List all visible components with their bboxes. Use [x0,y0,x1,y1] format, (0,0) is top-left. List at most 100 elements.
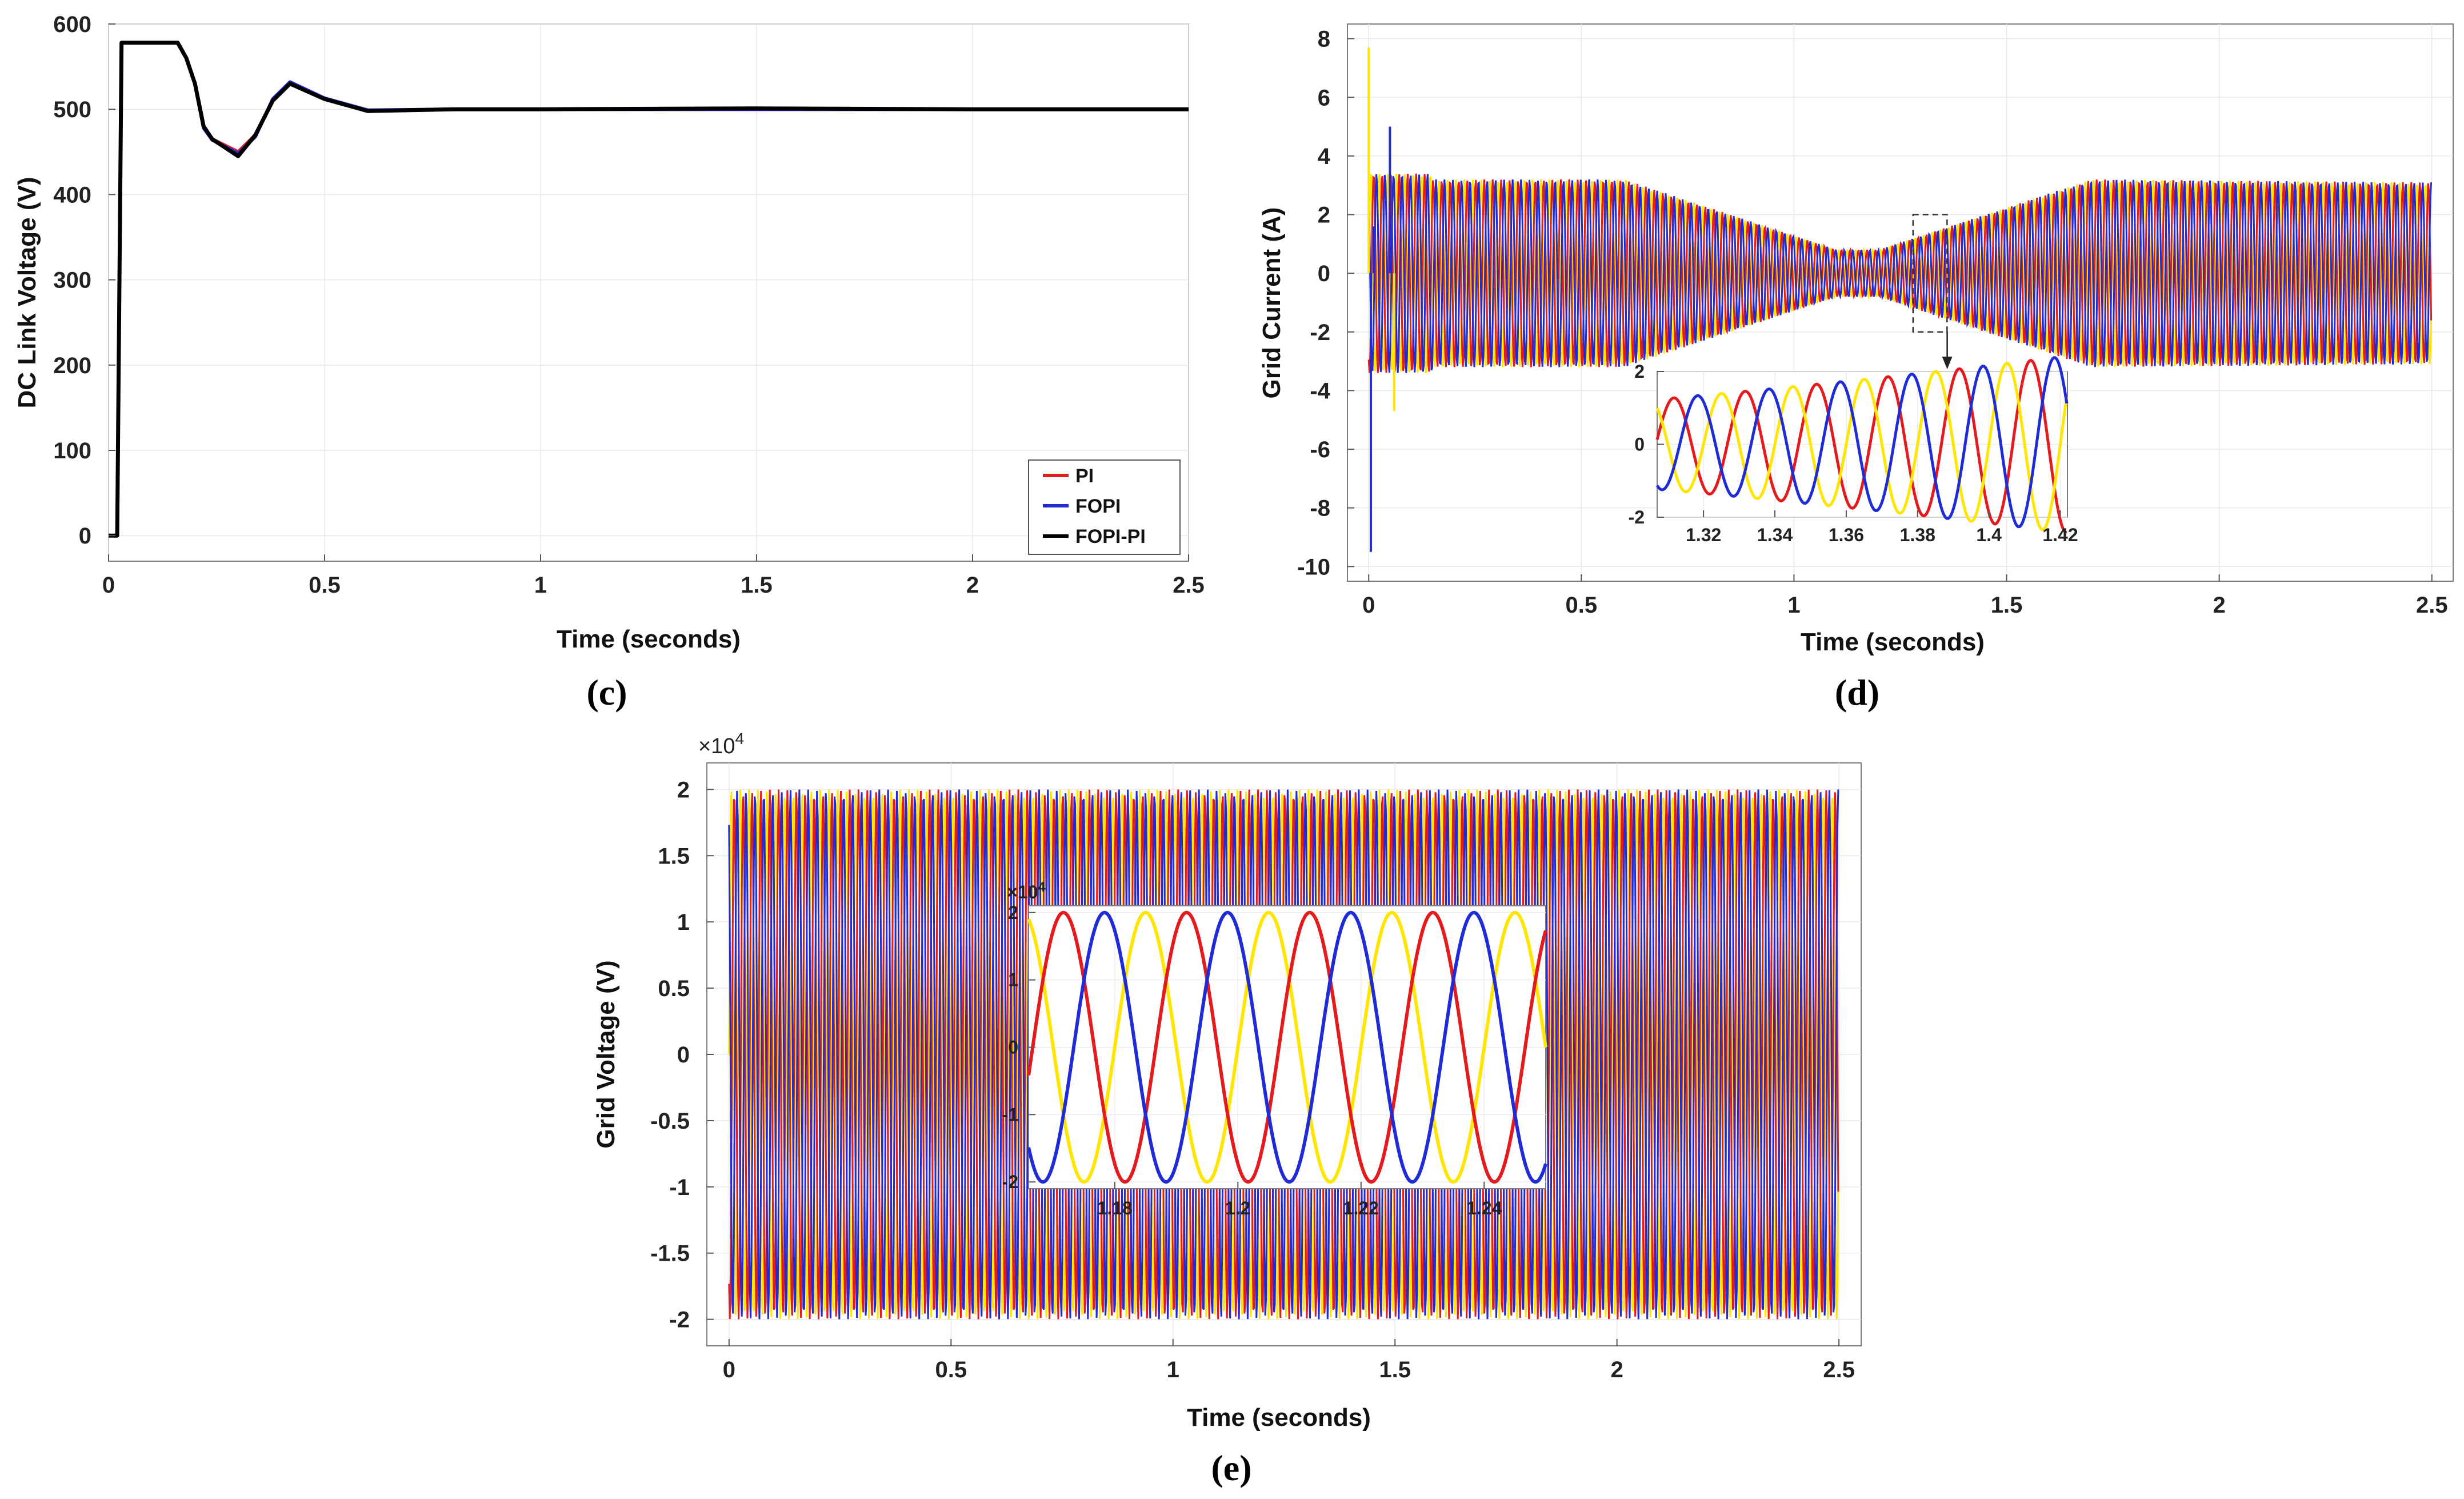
panel-e-x-tick-label: 2 [1611,1357,1623,1382]
panel-e-inset-exponent-base: ×10 [1007,882,1038,902]
panel-d-y-tick-label: -8 [1310,496,1330,521]
panel-d-inset-x-tick-label: 1.38 [1900,525,1935,545]
panel-d-zoom-indicator [1912,214,1953,369]
panel-d-x-tick-label: 0.5 [1566,593,1598,618]
panel-d-x-tick-label: 1 [1787,593,1800,618]
panel-e-x-label: Time (seconds) [1187,1404,1371,1432]
panel-d-inset-x-tick-label: 1.42 [2042,525,2078,545]
panel-c-label: (c) [586,672,627,713]
panel-d-inset-y-tick-label: 0 [1634,434,1645,455]
panel-d-x-ticks: 0 0.5 1 1.5 2 2.5 [1362,574,2448,618]
panel-c-y-tick-label: 300 [53,268,91,293]
panel-e-x-tick-label: 2.5 [1823,1357,1855,1382]
panel-e-inset-y-tick-label: 1 [1008,970,1018,990]
panel-d-y-tick-label: -2 [1310,320,1330,345]
panel-d-y-tick-label: -6 [1310,437,1330,462]
panel-c-x-label: Time (seconds) [557,625,741,653]
panel-c-x-tick-label: 2.5 [1173,573,1205,598]
panel-c-x-tick-label: 2 [966,573,979,598]
panel-d-y-tick-label: 8 [1318,27,1330,52]
panel-d-zoom-arrow-head [1942,357,1953,369]
panel-e-inset-y-tick-label: 0 [1008,1037,1018,1058]
panel-d-inset-y-tick-label: -2 [1629,507,1645,527]
legend-label-pi: PI [1075,465,1094,487]
panel-d-inset-y-tick-label: 2 [1634,361,1645,382]
panel-e-x-tick-label: 0.5 [935,1357,967,1382]
panel-c-axes-frame [108,23,1189,562]
panel-e-exponent-base: ×10 [698,734,735,758]
panel-d-y-tick-label: 4 [1318,144,1331,169]
panel-d-inset-x-ticks: 1.32 1.34 1.36 1.38 1.4 1.42 [1686,510,2078,545]
panel-d-inset-phase-a [1655,361,2069,531]
panel-d-y-tick-label: 6 [1318,85,1330,110]
panel-d-inset-x-tick-label: 1.34 [1757,525,1793,545]
panel-e-inset-x-tick-label: 1.18 [1097,1198,1133,1218]
panel-c-y-ticks: 0 100 200 300 400 500 600 [53,12,115,549]
panel-d-inset: 1.32 1.34 1.36 1.38 1.4 1.42 -2 0 2 [1629,356,2078,545]
panel-c-x-ticks: 0 0.5 1 1.5 2 2.5 [102,554,1205,598]
panel-e-inset-phase-c [1027,910,1547,1184]
panel-d-inset-grid [1657,371,2067,518]
panel-d-inset-x-tick-label: 1.36 [1829,525,1864,545]
panel-e-x-tick-label: 0 [723,1357,735,1382]
panel-c-x-tick-label: 0 [102,573,115,598]
panel-c-legend: PI FOPI FOPI-PI [1028,459,1181,555]
panel-d-x-tick-label: 2 [2213,593,2226,618]
panel-c-y-tick-label: 500 [53,97,91,122]
panel-e-y-tick-label: -0.5 [650,1109,690,1134]
panel-d-y-label: Grid Current (A) [1258,207,1286,399]
panel-c-grid [108,23,1189,561]
panel-e-y-tick-label: 0 [677,1042,690,1068]
panel-d-x-tick-label: 0 [1362,593,1375,618]
panel-c-y-tick-label: 100 [53,438,91,463]
panel-d-y-tick-label: -10 [1297,554,1330,579]
legend-label-fopi: FOPI [1075,495,1121,517]
panel-e-series-phase-b [728,789,1839,1320]
panel-e-y-tick-label: -2 [669,1308,690,1333]
panel-d-y-tick-label: 0 [1318,261,1330,286]
panel-d-x-tick-label: 2.5 [2416,593,2448,618]
panel-e-inset: 1.18 1.2 1.22 1.24 -2 -1 0 1 2 ×104 [1002,880,1547,1218]
panel-c-dc-link-voltage: 0 0.5 1 1.5 2 2.5 0 100 200 300 400 500 600 Time (s… [13,12,1205,713]
panel-d-y-ticks: -10 -8 -6 -4 -2 0 2 4 6 8 [1297,27,1354,579]
panel-e-y-tick-label: -1.5 [650,1241,690,1266]
panel-c-x-tick-label: 0.5 [309,573,341,598]
panel-e-y-tick-label: -1 [669,1175,690,1200]
panel-d-inset-series [1655,356,2069,534]
panel-d-inset-phase-b [1655,358,2067,534]
panel-e-inset-y-tick-label: -2 [1002,1172,1018,1192]
panel-e-inset-y-tick-label: -1 [1002,1104,1018,1125]
panel-d-inset-phase-c [1655,356,2069,529]
panel-e-inset-series [1027,910,1547,1184]
panel-e-x-ticks: 0 0.5 1 1.5 2 2.5 [723,1339,1855,1382]
panel-e-y-tick-label: 0.5 [658,976,690,1001]
panel-d-label: (d) [1835,672,1879,713]
panel-e-label: (e) [1211,1448,1251,1488]
panel-d-zoom-box [1912,214,1948,333]
panel-e-inset-phase-a [1027,910,1547,1184]
panel-d-series-phase-b [1367,173,2433,373]
panel-e-inset-x-tick-label: 1.2 [1225,1198,1250,1218]
panel-c-x-tick-label: 1 [534,573,547,598]
panel-c-series-line-fopi-pi [109,41,1189,538]
panel-e-exponent-power: 4 [735,730,744,747]
panel-d-inset-x-tick-label: 1.32 [1686,525,1721,545]
panel-e-y-tick-label: 1 [677,910,690,935]
panel-c-x-tick-label: 1.5 [741,573,773,598]
panel-c-y-tick-label: 600 [53,12,91,37]
panel-e-x-tick-label: 1 [1167,1357,1179,1382]
panel-e-y-tick-label: 2 [677,777,690,802]
panel-e-inset-exponent-power: 4 [1038,880,1046,895]
panel-c-y-tick-label: 200 [53,353,91,378]
panel-d-series [1367,47,2433,552]
panel-c-y-tick-label: 0 [79,523,91,549]
panel-d-y-tick-label: -4 [1310,378,1330,403]
panel-e-x-tick-label: 1.5 [1379,1357,1411,1382]
panel-e-inset-exponent-label: ×104 [1007,880,1046,902]
panel-e-y-label: Grid Voltage (V) [592,960,620,1148]
panel-e-grid-voltage: 0 0.5 1 1.5 2 2.5 -2-1.5-1-0.500.511.52 ×104 … [592,730,1862,1488]
panel-c-y-tick-label: 400 [53,182,91,207]
panel-d-series-phase-c [1367,174,2433,373]
panel-c-y-label: DC Link Voltage (V) [13,177,41,409]
